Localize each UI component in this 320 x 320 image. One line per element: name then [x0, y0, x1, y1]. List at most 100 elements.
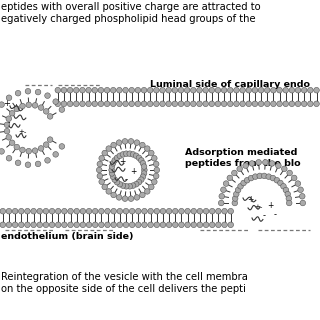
Circle shape: [154, 208, 160, 214]
Circle shape: [209, 87, 215, 93]
Circle shape: [97, 173, 103, 179]
Circle shape: [237, 166, 243, 172]
Circle shape: [47, 137, 53, 142]
Circle shape: [32, 103, 38, 108]
Circle shape: [20, 147, 25, 153]
Circle shape: [67, 87, 73, 93]
Circle shape: [222, 208, 228, 214]
Circle shape: [258, 87, 264, 93]
Circle shape: [92, 101, 98, 107]
Circle shape: [178, 101, 184, 107]
Circle shape: [228, 87, 233, 93]
Text: -: -: [274, 211, 276, 220]
Circle shape: [59, 107, 65, 112]
Circle shape: [102, 150, 108, 156]
Circle shape: [25, 162, 31, 168]
Circle shape: [111, 142, 116, 148]
Circle shape: [148, 222, 154, 228]
Circle shape: [249, 161, 255, 166]
Circle shape: [136, 222, 141, 228]
Circle shape: [141, 164, 147, 169]
Circle shape: [67, 101, 73, 107]
Circle shape: [166, 222, 172, 228]
Circle shape: [62, 208, 67, 214]
Circle shape: [110, 101, 116, 107]
Text: +: +: [4, 99, 11, 108]
Circle shape: [120, 152, 126, 157]
Circle shape: [160, 222, 166, 228]
Circle shape: [128, 139, 134, 144]
Circle shape: [80, 87, 85, 93]
Circle shape: [116, 140, 122, 145]
Circle shape: [9, 140, 15, 146]
Circle shape: [148, 101, 153, 107]
Circle shape: [246, 101, 252, 107]
Circle shape: [243, 163, 248, 168]
Circle shape: [154, 222, 160, 228]
Circle shape: [283, 101, 289, 107]
Circle shape: [114, 155, 120, 161]
Circle shape: [136, 208, 141, 214]
Circle shape: [308, 87, 313, 93]
Circle shape: [282, 166, 287, 172]
Circle shape: [6, 95, 12, 100]
Circle shape: [197, 222, 203, 228]
Circle shape: [154, 87, 159, 93]
Circle shape: [123, 208, 129, 214]
Circle shape: [166, 87, 172, 93]
Circle shape: [300, 194, 305, 199]
Circle shape: [289, 101, 295, 107]
Circle shape: [235, 187, 241, 193]
Text: -: -: [6, 117, 10, 127]
Circle shape: [102, 184, 108, 190]
Circle shape: [129, 208, 135, 214]
Circle shape: [252, 101, 258, 107]
Circle shape: [190, 101, 196, 107]
Circle shape: [129, 87, 134, 93]
Text: +: +: [267, 201, 273, 210]
Circle shape: [135, 87, 141, 93]
Circle shape: [227, 175, 233, 181]
Circle shape: [240, 101, 245, 107]
Circle shape: [314, 87, 319, 93]
Circle shape: [20, 103, 25, 109]
Circle shape: [35, 161, 41, 167]
Circle shape: [140, 174, 146, 180]
Circle shape: [97, 161, 103, 167]
Circle shape: [246, 87, 252, 93]
Circle shape: [160, 208, 166, 214]
Circle shape: [252, 174, 258, 180]
Circle shape: [117, 153, 123, 159]
Circle shape: [179, 222, 184, 228]
Circle shape: [74, 222, 79, 228]
Circle shape: [238, 183, 243, 189]
Circle shape: [134, 195, 140, 200]
Circle shape: [209, 101, 215, 107]
Circle shape: [203, 87, 208, 93]
Circle shape: [172, 222, 178, 228]
Circle shape: [123, 87, 128, 93]
Circle shape: [12, 222, 18, 228]
Circle shape: [281, 183, 286, 189]
Circle shape: [26, 102, 32, 108]
Circle shape: [261, 173, 267, 179]
Circle shape: [92, 208, 98, 214]
Circle shape: [148, 184, 154, 190]
Circle shape: [106, 146, 112, 151]
Circle shape: [258, 101, 264, 107]
Circle shape: [4, 128, 10, 134]
Circle shape: [160, 87, 165, 93]
Circle shape: [274, 177, 280, 183]
Circle shape: [240, 87, 245, 93]
Circle shape: [283, 87, 289, 93]
Circle shape: [135, 101, 141, 107]
Circle shape: [203, 208, 209, 214]
Circle shape: [185, 208, 190, 214]
Circle shape: [277, 87, 282, 93]
Circle shape: [244, 177, 250, 183]
Circle shape: [286, 200, 292, 206]
Circle shape: [96, 167, 102, 173]
Circle shape: [31, 208, 36, 214]
Circle shape: [104, 87, 110, 93]
Text: eptides with overall positive charge are attracted to: eptides with overall positive charge are…: [1, 2, 260, 12]
